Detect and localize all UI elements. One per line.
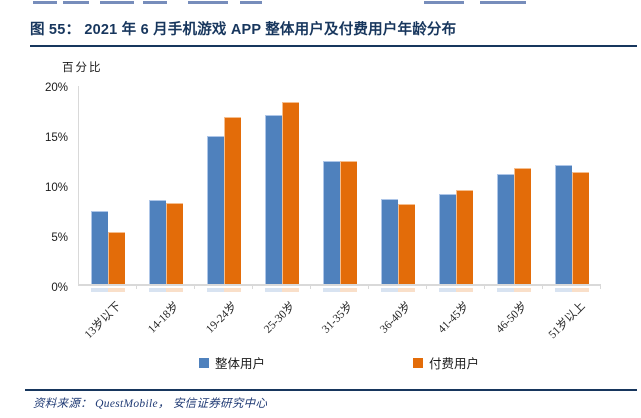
- bar-付费用户-14-18岁: [166, 203, 183, 284]
- x-axis-tick: [484, 284, 485, 289]
- x-axis-tick: [542, 284, 543, 289]
- bar-整体用户-25-30岁: [265, 115, 282, 284]
- y-tick-label: 10%: [44, 182, 68, 194]
- bar-reflection: [149, 288, 166, 292]
- bar-reflection: [166, 288, 183, 292]
- cropped-text-fragment: [63, 1, 89, 4]
- y-axis-unit-label: 百分比: [62, 62, 103, 74]
- bar-付费用户-19-24岁: [224, 117, 241, 284]
- bar-reflection: [224, 288, 241, 292]
- bar-reflection: [381, 288, 398, 292]
- x-axis-tick: [252, 284, 253, 289]
- bar-整体用户-41-45岁: [439, 194, 456, 284]
- bar-付费用户-41-45岁: [456, 190, 473, 284]
- bar-reflection: [323, 288, 340, 292]
- bar-整体用户-14-18岁: [149, 200, 166, 284]
- y-tick-label: 5%: [51, 232, 68, 244]
- x-axis-tick: [310, 284, 311, 289]
- bar-reflection: [439, 288, 456, 292]
- bar-整体用户-51岁以上: [555, 165, 572, 284]
- bar-reflection: [340, 288, 357, 292]
- cropped-text-fragment: [100, 1, 134, 4]
- bar-整体用户-31-35岁: [323, 161, 340, 284]
- cropped-text-fragment: [143, 1, 167, 4]
- bar-付费用户-13岁以下: [108, 232, 125, 284]
- y-tick-label: 15%: [44, 132, 68, 144]
- x-axis-tick: [136, 284, 137, 289]
- bar-付费用户-46-50岁: [514, 168, 531, 284]
- bar-整体用户-36-40岁: [381, 199, 398, 284]
- legend-label: 付费用户: [429, 357, 480, 371]
- bar-reflection: [265, 288, 282, 292]
- figure-title: 图 55： 2021 年 6 月手机游戏 APP 整体用户及付费用户年龄分布: [30, 21, 637, 47]
- legend: 整体用户 付费用户: [78, 353, 600, 372]
- cropped-text-fragment: [188, 1, 228, 4]
- cropped-text-fragment: [240, 1, 262, 4]
- bar-reflection: [398, 288, 415, 292]
- bar-付费用户-36-40岁: [398, 204, 415, 284]
- legend-item-整体用户: 整体用户: [198, 353, 265, 372]
- footer-divider: [25, 389, 637, 391]
- legend-item-付费用户: 付费用户: [413, 353, 479, 372]
- y-axis-ticks: 0% 5% 10% 15% 20%: [28, 82, 74, 294]
- bar-reflection: [572, 288, 589, 292]
- legend-label: 整体用户: [214, 357, 265, 371]
- bar-reflection: [456, 288, 473, 292]
- cropped-text-fragment: [33, 1, 57, 4]
- plot-area: [78, 86, 601, 292]
- cropped-text-fragment: [480, 1, 526, 4]
- y-tick-label: 0%: [51, 282, 68, 294]
- bar-reflection: [91, 288, 108, 292]
- bar-整体用户-19-24岁: [207, 136, 224, 284]
- x-axis-tick: [600, 284, 601, 289]
- x-axis-tick: [368, 284, 369, 289]
- bar-reflection: [555, 288, 572, 292]
- bar-付费用户-25-30岁: [282, 102, 299, 284]
- bar-付费用户-51岁以上: [572, 172, 589, 284]
- cropped-text-fragment: [424, 1, 464, 4]
- legend-swatch: [198, 357, 209, 368]
- bar-reflection: [514, 288, 531, 292]
- bar-reflection: [282, 288, 299, 292]
- bar-付费用户-31-35岁: [340, 161, 357, 284]
- bar-整体用户-13岁以下: [91, 211, 108, 284]
- bar-reflection: [497, 288, 514, 292]
- bar-reflection: [207, 288, 224, 292]
- y-tick-label: 20%: [44, 82, 68, 94]
- bar-reflection: [108, 288, 125, 292]
- source-text: 资料来源： QuestMobile， 安信证券研究中心: [33, 398, 268, 410]
- x-axis-tick: [194, 284, 195, 289]
- x-axis-tick: [426, 284, 427, 289]
- bar-整体用户-46-50岁: [497, 174, 514, 284]
- legend-swatch: [413, 357, 423, 368]
- x-axis-labels: 13岁以下 14-18岁 19-24岁 25-30岁 31-35岁 36-40岁 41-45…: [78, 290, 600, 348]
